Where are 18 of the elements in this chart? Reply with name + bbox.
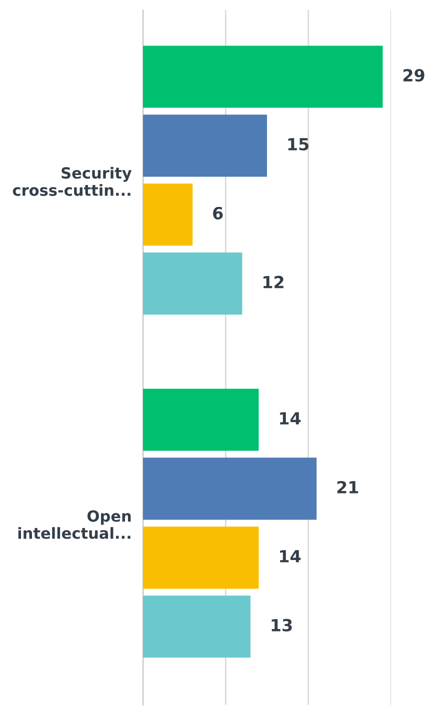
bar [143, 184, 193, 246]
data-label: 12 [264, 276, 284, 288]
data-label: 29 [403, 68, 424, 82]
bar [143, 388, 259, 451]
bar [143, 596, 250, 658]
bar [143, 526, 259, 589]
data-label: 14 [280, 550, 301, 562]
data-label: 21 [337, 480, 358, 494]
data-label: 13 [272, 618, 292, 632]
data-label: 14 [280, 412, 301, 424]
y-tick-label: Security cross-cuttin... [12, 166, 132, 196]
y-tick-label: Open intellectual... [18, 510, 131, 539]
data-label: 6 [213, 206, 223, 220]
bar [143, 458, 317, 520]
bar [143, 46, 383, 108]
bar [143, 252, 242, 315]
data-label: 15 [288, 138, 308, 151]
bar [143, 114, 267, 177]
